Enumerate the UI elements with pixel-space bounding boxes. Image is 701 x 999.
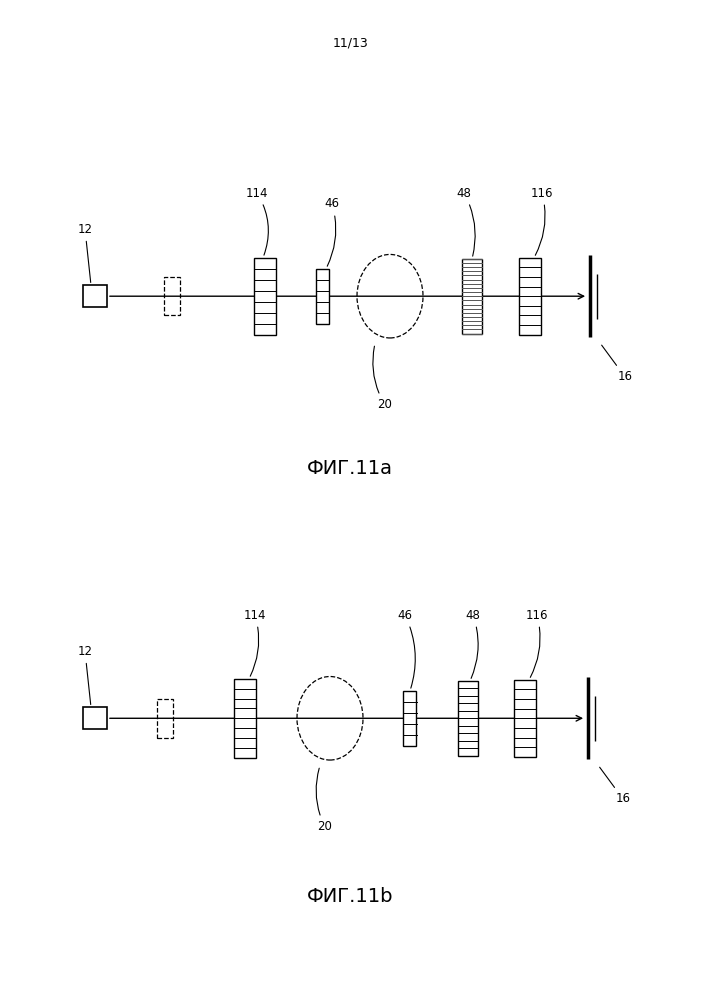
Text: 114: 114 <box>246 187 268 255</box>
Text: ФИГ.11a: ФИГ.11a <box>307 460 393 479</box>
Text: 20: 20 <box>373 347 393 412</box>
Bar <box>254 258 276 335</box>
Bar <box>234 678 256 758</box>
Bar <box>519 258 541 335</box>
Text: 11/13: 11/13 <box>333 37 368 50</box>
Bar <box>157 699 173 737</box>
Text: 46: 46 <box>397 608 415 688</box>
Bar <box>164 277 180 316</box>
Bar <box>514 679 536 757</box>
Bar <box>315 269 329 324</box>
Bar <box>458 681 478 755</box>
Text: 114: 114 <box>244 608 266 676</box>
Text: 48: 48 <box>456 187 475 256</box>
Text: 116: 116 <box>526 608 548 677</box>
Text: 48: 48 <box>465 608 480 678</box>
Text: 16: 16 <box>599 767 630 805</box>
Text: 46: 46 <box>325 198 339 267</box>
Bar <box>462 259 482 334</box>
Bar <box>83 286 107 308</box>
Text: 116: 116 <box>531 187 553 256</box>
Text: 12: 12 <box>78 644 93 704</box>
Text: 20: 20 <box>316 768 332 833</box>
Text: 16: 16 <box>601 345 632 384</box>
Bar <box>404 691 416 745</box>
Text: ФИГ.11b: ФИГ.11b <box>307 887 393 906</box>
Bar <box>83 707 107 729</box>
Text: 12: 12 <box>78 223 93 283</box>
